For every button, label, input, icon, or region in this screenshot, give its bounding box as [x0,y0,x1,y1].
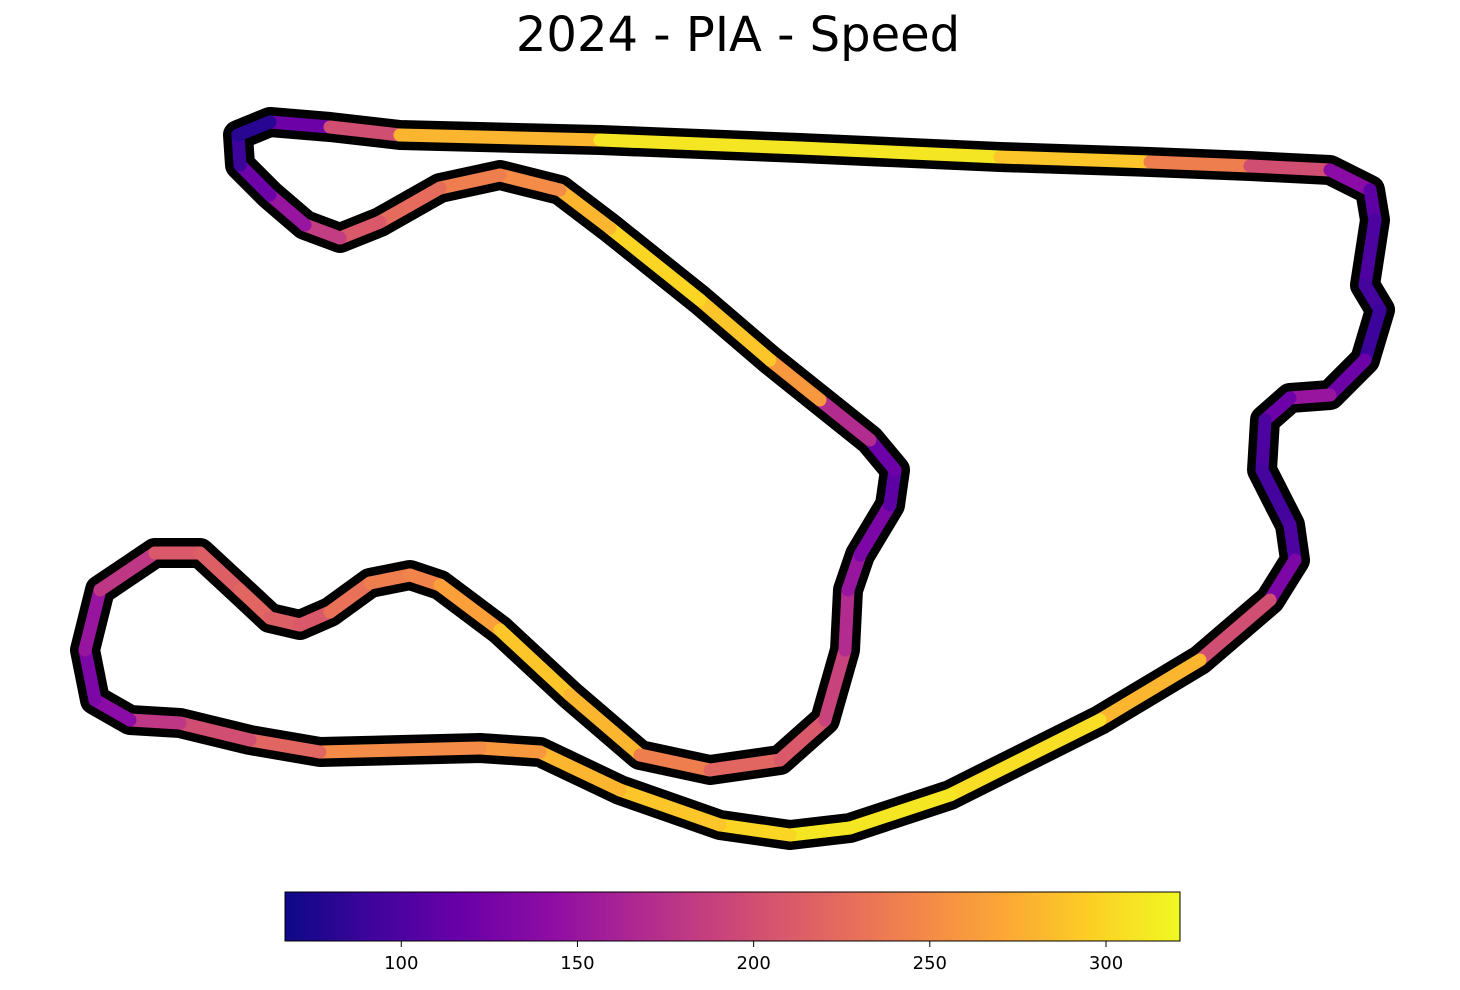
track-segment [323,120,407,142]
track-segment [943,713,1107,802]
track-segment [1358,213,1382,292]
track-segment [563,688,647,762]
track-segment [603,221,707,307]
track-segments [78,115,1387,842]
track-segment [813,393,877,447]
track-segment [843,788,957,835]
track-segment [713,818,797,842]
colorbar [284,891,1181,942]
track-segment [323,576,377,619]
track-segment [1255,413,1272,477]
colorbar-tick-label: 200 [736,953,770,974]
colorbar-tick-label: 250 [913,953,947,974]
colorbar-tick-label: 150 [560,953,594,974]
track-segment [553,183,617,235]
track-segment [393,128,607,147]
colorbar-tick-label: 100 [384,953,418,974]
track-segment [493,623,577,702]
track-segment [763,353,827,407]
track-segment [433,168,507,195]
chart-title: 2024 - PIA - Speed [516,7,960,63]
track-segment [1283,388,1337,405]
track-segment [1263,553,1302,607]
track-segment [88,693,137,727]
track-segment [193,546,247,597]
track-segment [838,583,855,657]
track-segment [533,745,627,797]
track-segment [1143,155,1257,173]
track-segment [373,181,447,229]
track-segment [313,741,487,759]
track-segment [853,498,897,562]
track-segment [1323,163,1377,197]
track-segment [233,158,277,202]
track-segment [593,133,807,155]
track-segment [363,568,417,590]
track-segment [1243,159,1337,177]
track-segment [173,716,257,747]
track-segment [1323,353,1372,402]
track-segment [613,783,727,832]
track-segment [123,713,187,730]
track-segment [333,215,387,245]
track-segment [818,643,852,727]
track-segment [633,748,717,777]
track-segment [783,821,857,842]
track-segment [433,578,507,637]
track-segment [1358,303,1387,367]
track-segment [793,141,1007,164]
track-segment [78,643,102,707]
colorbar-tick-label: 300 [1089,953,1123,974]
track-segment [1193,593,1277,667]
track-segment [233,583,277,625]
track-segment [243,733,327,759]
track-segment [993,150,1157,169]
track-segment [703,753,787,777]
track-segment [693,293,777,367]
track-segment [1255,463,1297,532]
track-segment [1093,653,1207,727]
track-segment [773,713,832,767]
track-segment [93,546,162,597]
track-segment [493,168,567,197]
track-outline [70,107,1395,850]
track-segment [863,433,902,477]
track-segment [263,115,337,134]
track-segment [78,583,107,657]
track-segment [473,741,547,759]
track-segment [263,188,312,232]
track-segment [231,115,277,142]
